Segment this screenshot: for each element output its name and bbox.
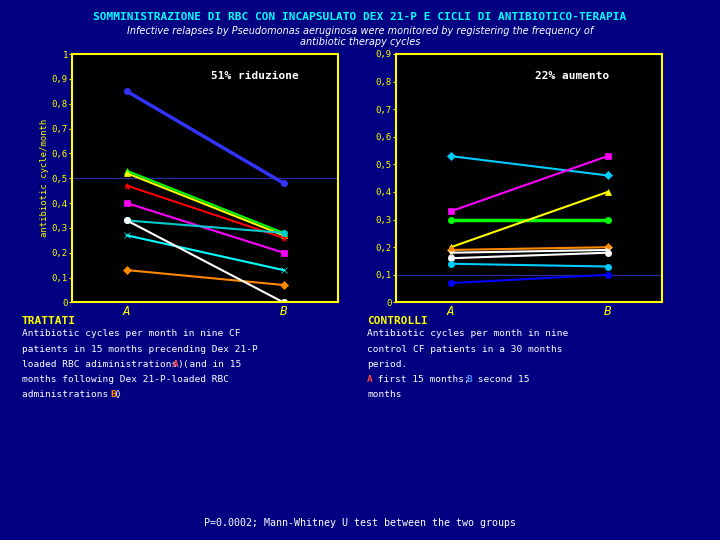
Text: months: months [367, 390, 402, 399]
Text: control CF patients in a 30 months: control CF patients in a 30 months [367, 345, 563, 354]
Text: Antibiotic cycles per month in nine: Antibiotic cycles per month in nine [367, 329, 569, 339]
Text: B: B [467, 375, 472, 384]
Text: ): ) [115, 390, 121, 399]
Text: Antibiotic cycles per month in nine CF: Antibiotic cycles per month in nine CF [22, 329, 240, 339]
Text: loaded RBC adiministrations (: loaded RBC adiministrations ( [22, 360, 189, 369]
Text: antibiotic therapy cycles: antibiotic therapy cycles [300, 37, 420, 47]
Text: SOMMINISTRAZIONE DI RBC CON INCAPSULATO DEX 21-P E CICLI DI ANTIBIOTICO-TERAPIA: SOMMINISTRAZIONE DI RBC CON INCAPSULATO … [94, 12, 626, 22]
Text: A: A [367, 375, 373, 384]
Text: second 15: second 15 [472, 375, 529, 384]
Text: Infective relapses by Pseudomonas aeruginosa were monitored by registering the f: Infective relapses by Pseudomonas aerugi… [127, 26, 593, 36]
Text: first 15 months;: first 15 months; [372, 375, 476, 384]
Text: 22% aumento: 22% aumento [534, 71, 609, 82]
Text: ) and in 15: ) and in 15 [179, 360, 241, 369]
Text: TRATTATI: TRATTATI [22, 316, 76, 326]
Text: B: B [110, 390, 116, 399]
Text: A: A [173, 360, 179, 369]
Text: administrations (: administrations ( [22, 390, 120, 399]
Text: CONTROLLI: CONTROLLI [367, 316, 428, 326]
Text: 51% riduzione: 51% riduzione [210, 71, 298, 82]
Y-axis label: antibiotic cycle/month: antibiotic cycle/month [40, 119, 49, 237]
Text: period.: period. [367, 360, 408, 369]
Text: patients in 15 months precending Dex 21-P: patients in 15 months precending Dex 21-… [22, 345, 257, 354]
Text: months following Dex 21-P-loaded RBC: months following Dex 21-P-loaded RBC [22, 375, 229, 384]
Text: P=0.0002; Mann-Whitney U test between the two groups: P=0.0002; Mann-Whitney U test between th… [204, 518, 516, 528]
